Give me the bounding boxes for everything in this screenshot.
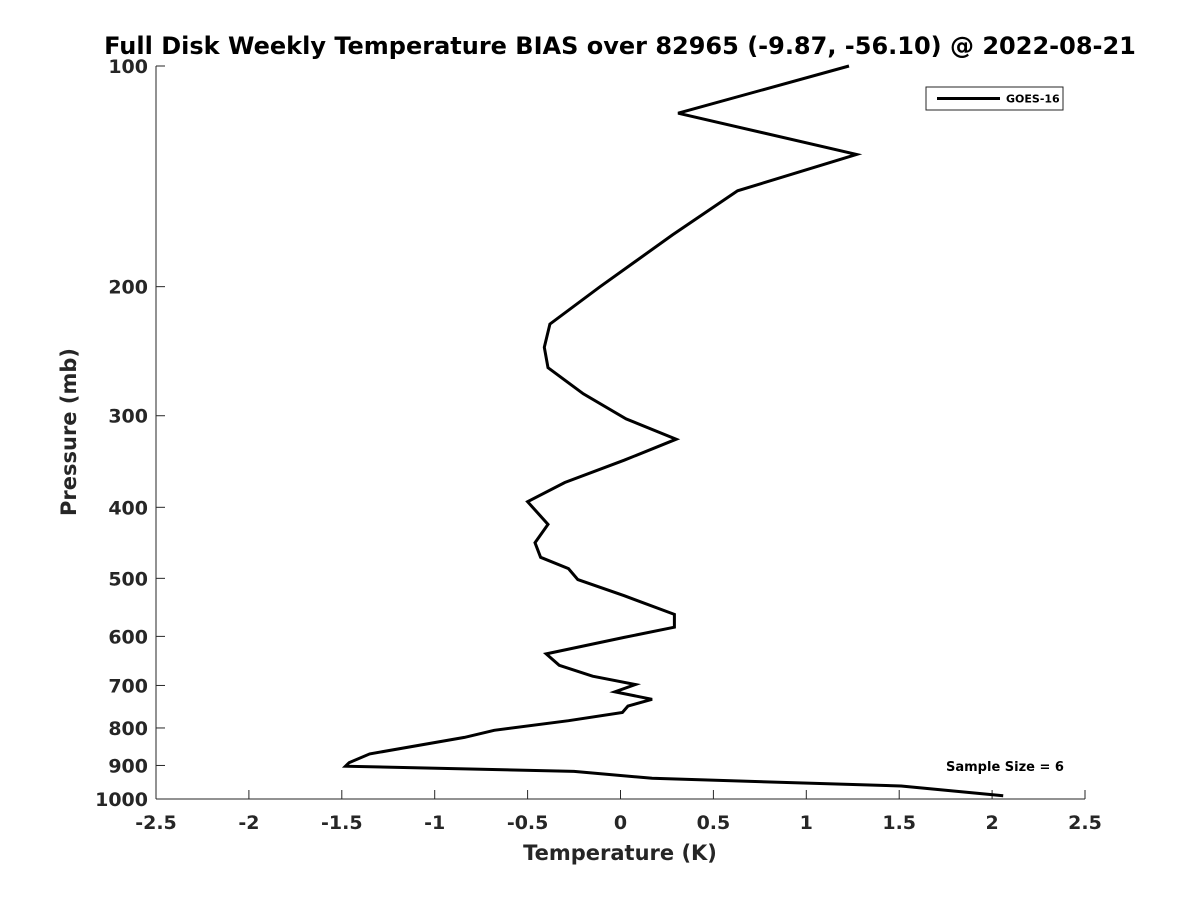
y-tick-label: 100 <box>108 56 148 78</box>
x-tick-label: -1 <box>424 812 445 834</box>
x-tick-label: 1.5 <box>882 812 916 834</box>
y-tick-label: 900 <box>108 755 148 777</box>
x-tick-label: 0.5 <box>697 812 731 834</box>
x-tick-label: 2.5 <box>1068 812 1102 834</box>
sample-size-annotation: Sample Size = 6 <box>946 760 1064 775</box>
series-line-goes-16 <box>341 64 1004 798</box>
y-tick-label: 800 <box>108 718 148 740</box>
x-tick-label: -1.5 <box>321 812 363 834</box>
x-ticks: -2.5 -2 -1.5 -1 -0.5 0 0.5 1 1.5 2 2.5 <box>135 790 1102 834</box>
y-tick-label: 1000 <box>95 789 148 811</box>
x-axis-label: Temperature (K) <box>523 841 717 865</box>
x-tick-label: 2 <box>985 812 998 834</box>
x-tick-label: 1 <box>800 812 813 834</box>
legend-label-goes-16: GOES-16 <box>1006 93 1060 106</box>
y-axis-label: Pressure (mb) <box>57 348 81 516</box>
y-tick-label: 400 <box>108 497 148 519</box>
x-tick-label: -2 <box>238 812 259 834</box>
y-tick-label: 700 <box>108 675 148 697</box>
chart-title: Full Disk Weekly Temperature BIAS over 8… <box>104 32 1136 60</box>
y-tick-label: 300 <box>108 406 148 428</box>
legend: GOES-16 <box>925 86 1064 111</box>
x-tick-label: 0 <box>614 812 627 834</box>
y-tick-label: 200 <box>108 277 148 299</box>
series-layer <box>341 64 1004 798</box>
x-tick-label: -0.5 <box>507 812 549 834</box>
y-tick-label: 500 <box>108 568 148 590</box>
x-tick-label: -2.5 <box>135 812 177 834</box>
y-ticks: 100 200 300 400 500 600 700 800 900 1000 <box>95 56 165 811</box>
y-tick-label: 600 <box>108 626 148 648</box>
